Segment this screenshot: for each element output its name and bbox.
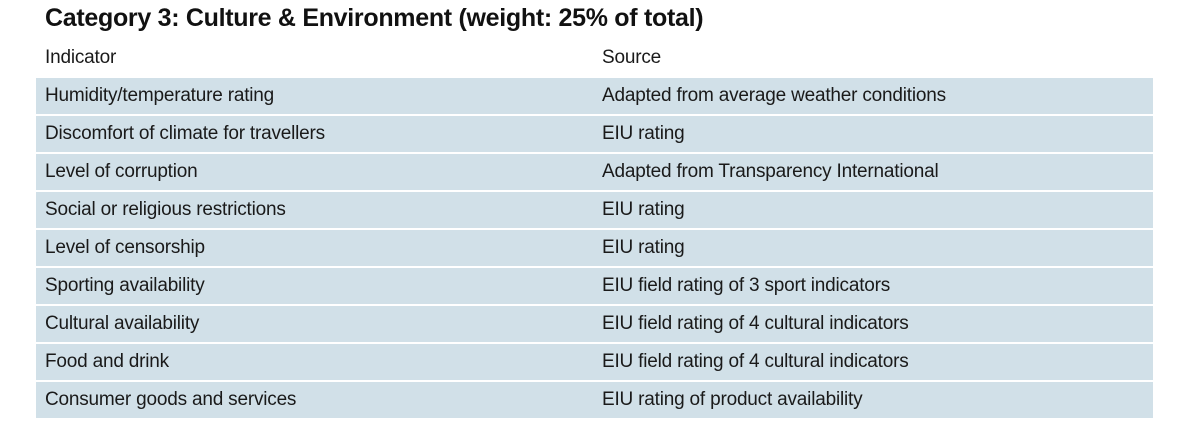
indicator-table: Indicator Source Humidity/temperature ra…	[36, 40, 1153, 418]
table-title: Category 3: Culture & Environment (weigh…	[45, 4, 704, 32]
indicator-cell: Sporting availability	[45, 275, 205, 296]
source-cell: Adapted from Transparency International	[602, 161, 939, 182]
source-cell: EIU field rating of 4 cultural indicator…	[602, 351, 909, 372]
indicator-cell: Consumer goods and services	[45, 389, 297, 410]
indicator-cell: Level of corruption	[45, 161, 198, 182]
source-cell: EIU rating	[602, 237, 685, 258]
source-cell: EIU rating	[602, 123, 685, 144]
indicator-cell: Cultural availability	[45, 313, 200, 334]
source-column-header: Source	[602, 47, 662, 68]
table-row: Social or religious restrictions EIU rat…	[36, 190, 1153, 228]
indicator-cell: Humidity/temperature rating	[45, 85, 275, 106]
table-row: Food and drink EIU field rating of 4 cul…	[36, 342, 1153, 380]
table-row: Level of censorship EIU rating	[36, 228, 1153, 266]
table-row: Consumer goods and services EIU rating o…	[36, 380, 1153, 418]
source-cell: EIU rating	[602, 199, 685, 220]
indicator-column-header: Indicator	[45, 47, 117, 68]
source-cell: EIU rating of product availability	[602, 389, 863, 410]
table-row: Cultural availability EIU field rating o…	[36, 304, 1153, 342]
indicator-cell: Food and drink	[45, 351, 169, 372]
indicator-cell: Level of censorship	[45, 237, 205, 258]
table-row: Humidity/temperature rating Adapted from…	[36, 76, 1153, 114]
source-cell: EIU field rating of 4 cultural indicator…	[602, 313, 909, 334]
table-row: Sporting availability EIU field rating o…	[36, 266, 1153, 304]
table-row: Discomfort of climate for travellers EIU…	[36, 114, 1153, 152]
indicator-cell: Discomfort of climate for travellers	[45, 123, 325, 144]
table-header-row: Indicator Source	[36, 40, 1153, 76]
source-cell: Adapted from average weather conditions	[602, 85, 946, 106]
table-row: Level of corruption Adapted from Transpa…	[36, 152, 1153, 190]
indicator-cell: Social or religious restrictions	[45, 199, 286, 220]
source-cell: EIU field rating of 3 sport indicators	[602, 275, 891, 296]
